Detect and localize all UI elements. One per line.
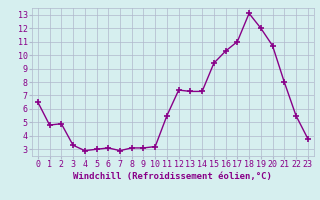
X-axis label: Windchill (Refroidissement éolien,°C): Windchill (Refroidissement éolien,°C) [73,172,272,181]
